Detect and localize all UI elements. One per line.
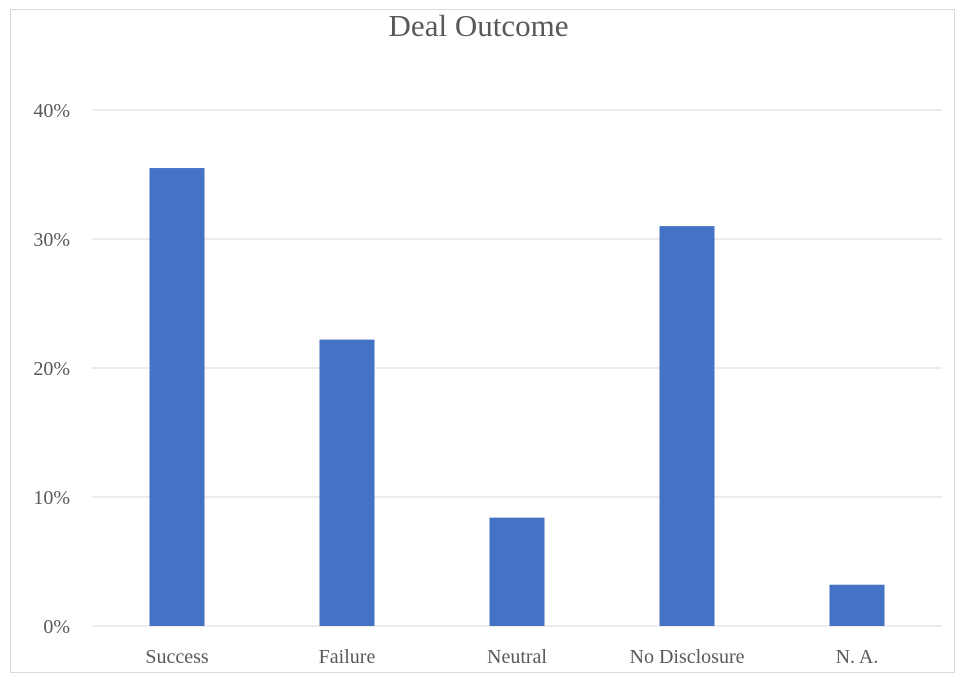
bar — [489, 517, 545, 626]
y-tick-label: 10% — [33, 487, 70, 509]
bar — [659, 226, 715, 626]
bar — [149, 168, 205, 627]
y-tick-label: 20% — [33, 358, 70, 380]
y-tick-label: 30% — [33, 229, 70, 251]
y-tick-label: 0% — [43, 616, 70, 638]
chart-title: Deal Outcome — [388, 8, 569, 43]
x-tick-label: N. A. — [836, 646, 879, 668]
x-tick-label: No Disclosure — [630, 646, 745, 668]
bar — [829, 584, 885, 626]
bar — [319, 339, 375, 626]
x-tick-label: Success — [145, 646, 209, 668]
y-axis-tick-labels: 0% 10% 20% 30% 40% — [33, 100, 70, 638]
x-axis-tick-labels: Success Failure Neutral No Disclosure N. A. — [145, 646, 878, 668]
gridlines — [92, 109, 942, 627]
x-tick-label: Failure — [319, 646, 376, 668]
bars — [149, 168, 885, 627]
y-tick-label: 40% — [33, 100, 70, 122]
x-tick-label: Neutral — [487, 646, 547, 668]
